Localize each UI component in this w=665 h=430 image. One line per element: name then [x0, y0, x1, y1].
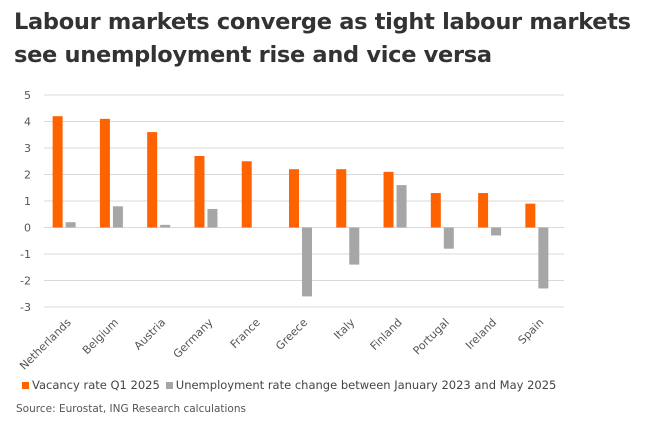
legend-item-vacancy: Vacancy rate Q1 2025 — [22, 378, 160, 392]
bars — [52, 116, 549, 297]
vacancy-bar — [241, 161, 252, 228]
unemployment-bar — [112, 206, 123, 228]
x-tick-label: Finland — [368, 316, 405, 353]
unemployment-bar — [349, 227, 360, 265]
source-note: Source: Eurostat, ING Research calculati… — [16, 403, 246, 415]
y-tick-label: -3 — [20, 301, 31, 314]
unemployment-bar — [65, 222, 76, 228]
legend-item-unemployment: Unemployment rate change between January… — [165, 378, 557, 392]
y-tick-label: 4 — [24, 116, 31, 129]
x-tick-label: Greece — [273, 316, 310, 353]
y-tick-label: 0 — [24, 222, 31, 235]
vacancy-bar — [383, 171, 394, 228]
legend: Vacancy rate Q1 2025 Unemployment rate c… — [22, 378, 562, 392]
vacancy-bar — [430, 193, 441, 228]
vacancy-bar — [289, 169, 299, 228]
x-tick-label: Belgium — [80, 316, 121, 357]
unemployment-bar — [538, 227, 549, 289]
vacancy-bar — [99, 118, 110, 228]
chart-title: Labour markets converge as tight labour … — [14, 9, 631, 68]
x-tick-label: France — [228, 316, 263, 351]
legend-swatch-vacancy — [22, 381, 29, 389]
vacancy-bar — [525, 203, 536, 228]
x-axis-labels: Netherlands Belgium Austria Germany France Gr… — [17, 316, 546, 373]
x-tick-label: Spain — [516, 316, 547, 347]
x-tick-label: Ireland — [463, 316, 499, 352]
unemployment-bar — [207, 208, 218, 228]
unemployment-bar — [302, 227, 312, 297]
x-tick-label: Portugal — [411, 316, 452, 357]
x-tick-label: Italy — [331, 316, 357, 342]
x-tick-label: Austria — [132, 316, 169, 353]
y-tick-label: -2 — [20, 275, 31, 288]
legend-label-vacancy: Vacancy rate Q1 2025 — [32, 378, 160, 392]
vacancy-bar — [52, 116, 63, 228]
legend-label-unemployment: Unemployment rate change between January… — [175, 378, 557, 392]
y-tick-label: 3 — [24, 142, 31, 155]
x-tick-label: Netherlands — [17, 316, 74, 373]
vacancy-bar — [478, 193, 489, 228]
unemployment-bar — [396, 185, 407, 228]
x-tick-label: Germany — [171, 316, 216, 361]
y-axis-labels: 5 4 3 2 1 0 -1 -2 -3 — [20, 89, 31, 314]
unemployment-bar — [160, 224, 171, 228]
y-tick-label: 1 — [24, 195, 31, 208]
vacancy-bar — [147, 132, 158, 228]
vacancy-bar — [336, 169, 347, 228]
vacancy-bar — [194, 155, 205, 228]
y-tick-label: 2 — [24, 169, 31, 182]
y-tick-label: 5 — [24, 89, 31, 102]
legend-swatch-unemployment — [165, 381, 173, 389]
y-tick-label: -1 — [20, 248, 31, 261]
unemployment-bar — [443, 227, 454, 249]
unemployment-bar — [491, 227, 502, 236]
